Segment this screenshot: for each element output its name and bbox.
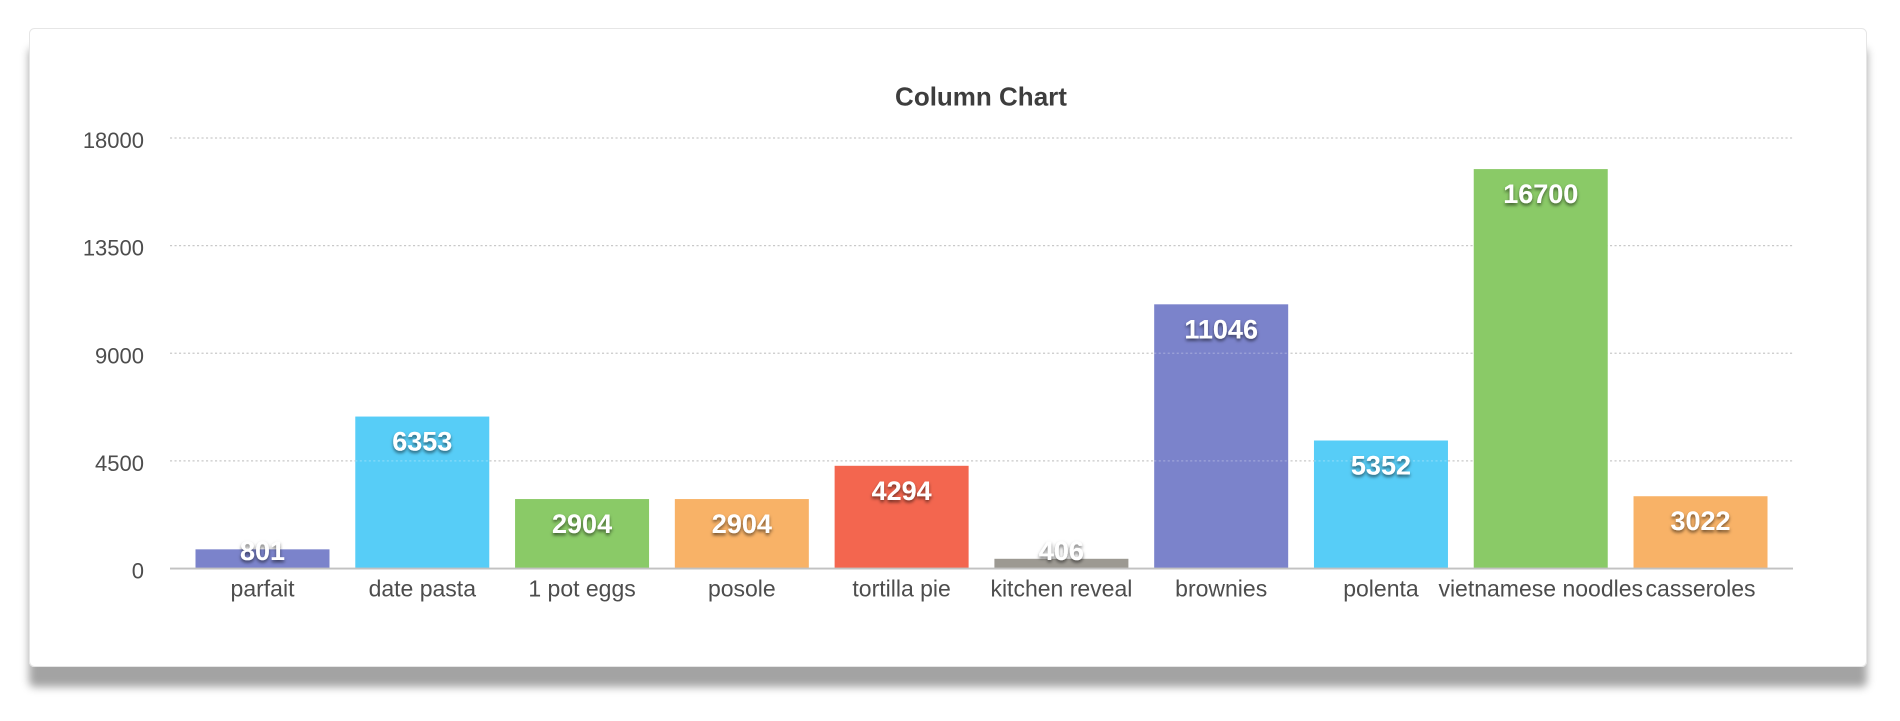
svg-text:polenta: polenta [1343,576,1419,602]
svg-text:6353: 6353 [392,427,452,457]
svg-text:3022: 3022 [1670,506,1730,536]
svg-text:406: 406 [1039,536,1084,566]
svg-text:4500: 4500 [95,451,144,476]
svg-text:tortilla pie: tortilla pie [852,576,950,602]
svg-text:vietnamese noodles: vietnamese noodles [1438,576,1643,602]
svg-text:11046: 11046 [1184,314,1258,344]
svg-text:5352: 5352 [1351,451,1411,481]
svg-text:0: 0 [132,559,144,584]
svg-text:4294: 4294 [872,476,932,506]
svg-text:13500: 13500 [83,236,144,261]
svg-text:2904: 2904 [552,509,612,539]
svg-text:brownies: brownies [1175,576,1267,602]
svg-text:16700: 16700 [1503,179,1578,209]
svg-text:kitchen reveal: kitchen reveal [990,576,1132,602]
svg-text:posole: posole [708,576,776,602]
svg-text:date pasta: date pasta [369,576,477,602]
svg-text:parfait: parfait [231,576,296,602]
svg-text:casseroles: casseroles [1646,576,1756,602]
svg-text:801: 801 [240,536,285,566]
svg-text:18000: 18000 [83,128,144,153]
svg-text:Column Chart: Column Chart [895,82,1067,112]
svg-text:9000: 9000 [95,343,144,368]
svg-text:2904: 2904 [712,509,772,539]
svg-text:1 pot eggs: 1 pot eggs [528,576,635,602]
